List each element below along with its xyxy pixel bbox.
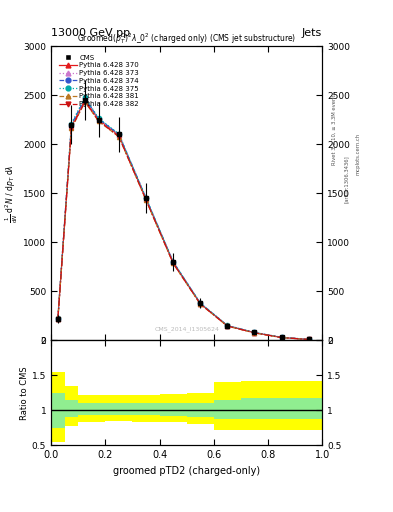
Pythia 6.428 375 [96, 115, 101, 121]
Pythia 6.428 373 [83, 96, 87, 102]
Pythia 6.428 374 [171, 259, 175, 265]
Pythia 6.428 374 [69, 121, 74, 127]
Pythia 6.428 373 [116, 132, 121, 138]
Pythia 6.428 374 [252, 329, 257, 335]
Pythia 6.428 374 [96, 116, 101, 122]
Pythia 6.428 370 [69, 123, 74, 130]
Pythia 6.428 382 [198, 301, 203, 307]
Text: Jets: Jets [302, 28, 322, 38]
Pythia 6.428 382 [171, 260, 175, 266]
Pythia 6.428 374 [83, 95, 87, 101]
Pythia 6.428 373 [198, 300, 203, 306]
Pythia 6.428 381 [144, 197, 149, 203]
Pythia 6.428 382 [279, 334, 284, 340]
Pythia 6.428 381 [306, 336, 311, 343]
Pythia 6.428 373 [252, 330, 257, 336]
Pythia 6.428 382 [252, 330, 257, 336]
Pythia 6.428 382 [96, 118, 101, 124]
Line: Pythia 6.428 370: Pythia 6.428 370 [56, 98, 311, 342]
Pythia 6.428 375 [279, 334, 284, 340]
Pythia 6.428 373 [69, 123, 74, 129]
Pythia 6.428 375 [69, 120, 74, 126]
Pythia 6.428 370 [83, 97, 87, 103]
Pythia 6.428 370 [279, 334, 284, 340]
Pythia 6.428 370 [171, 259, 175, 265]
Pythia 6.428 375 [116, 131, 121, 137]
Pythia 6.428 373 [55, 316, 60, 322]
Pythia 6.428 382 [55, 316, 60, 322]
Pythia 6.428 381 [116, 134, 121, 140]
Pythia 6.428 381 [252, 330, 257, 336]
Pythia 6.428 373 [144, 196, 149, 202]
Pythia 6.428 375 [55, 315, 60, 322]
Pythia 6.428 375 [198, 300, 203, 306]
Pythia 6.428 370 [306, 336, 311, 343]
Line: Pythia 6.428 381: Pythia 6.428 381 [56, 100, 311, 342]
Pythia 6.428 374 [279, 334, 284, 340]
Pythia 6.428 375 [83, 94, 87, 100]
Pythia 6.428 375 [252, 329, 257, 335]
Pythia 6.428 373 [225, 323, 230, 329]
Pythia 6.428 370 [198, 301, 203, 307]
Y-axis label: $\frac{1}{\mathrm{d}N}$ $\mathrm{d}^2N$ / $\mathrm{d}p_T$ $\mathrm{d}\lambda$: $\frac{1}{\mathrm{d}N}$ $\mathrm{d}^2N$ … [4, 164, 20, 223]
Pythia 6.428 370 [55, 316, 60, 322]
Line: Pythia 6.428 374: Pythia 6.428 374 [56, 96, 311, 342]
Pythia 6.428 370 [116, 132, 121, 138]
Pythia 6.428 375 [306, 336, 311, 343]
Pythia 6.428 374 [225, 323, 230, 329]
Pythia 6.428 381 [83, 99, 87, 105]
Text: CMS_2014_I1305624: CMS_2014_I1305624 [154, 326, 219, 331]
Text: 13000 GeV pp: 13000 GeV pp [51, 28, 130, 38]
Pythia 6.428 373 [171, 259, 175, 265]
Pythia 6.428 381 [55, 316, 60, 323]
Pythia 6.428 381 [171, 260, 175, 266]
Title: Groomed$(p_T^D)^2\lambda\_0^2$ (charged only) (CMS jet substructure): Groomed$(p_T^D)^2\lambda\_0^2$ (charged … [77, 31, 296, 46]
Text: Rivet 3.1.10, ≥ 3.3M events: Rivet 3.1.10, ≥ 3.3M events [332, 91, 337, 165]
Pythia 6.428 381 [96, 118, 101, 124]
Pythia 6.428 381 [69, 125, 74, 132]
Text: mcplots.cern.ch: mcplots.cern.ch [356, 133, 361, 175]
Pythia 6.428 374 [306, 336, 311, 343]
Pythia 6.428 374 [55, 316, 60, 322]
Line: Pythia 6.428 382: Pythia 6.428 382 [56, 99, 311, 342]
Pythia 6.428 374 [198, 300, 203, 306]
Pythia 6.428 375 [171, 259, 175, 265]
Pythia 6.428 373 [306, 336, 311, 343]
Pythia 6.428 373 [96, 116, 101, 122]
Pythia 6.428 382 [225, 323, 230, 329]
Legend: CMS, Pythia 6.428 370, Pythia 6.428 373, Pythia 6.428 374, Pythia 6.428 375, Pyt: CMS, Pythia 6.428 370, Pythia 6.428 373,… [57, 53, 141, 109]
Pythia 6.428 370 [96, 117, 101, 123]
Pythia 6.428 374 [144, 195, 149, 201]
Pythia 6.428 373 [279, 334, 284, 340]
Pythia 6.428 382 [144, 197, 149, 203]
Pythia 6.428 382 [306, 336, 311, 343]
Pythia 6.428 382 [69, 125, 74, 131]
X-axis label: groomed pTD2 (charged-only): groomed pTD2 (charged-only) [113, 466, 260, 476]
Pythia 6.428 375 [225, 323, 230, 329]
Pythia 6.428 381 [198, 301, 203, 307]
Pythia 6.428 382 [116, 134, 121, 140]
Y-axis label: Ratio to CMS: Ratio to CMS [20, 366, 29, 420]
Pythia 6.428 370 [225, 323, 230, 329]
Text: [arXiv:1306.3436]: [arXiv:1306.3436] [344, 155, 349, 203]
Pythia 6.428 381 [225, 323, 230, 329]
Pythia 6.428 375 [144, 195, 149, 201]
Line: Pythia 6.428 375: Pythia 6.428 375 [56, 95, 311, 342]
Pythia 6.428 381 [279, 334, 284, 340]
Pythia 6.428 370 [144, 196, 149, 202]
Pythia 6.428 374 [116, 131, 121, 137]
Pythia 6.428 382 [83, 98, 87, 104]
Pythia 6.428 370 [252, 330, 257, 336]
Line: Pythia 6.428 373: Pythia 6.428 373 [56, 97, 311, 342]
